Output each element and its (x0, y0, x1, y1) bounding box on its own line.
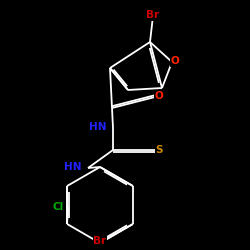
Text: Br: Br (146, 10, 160, 20)
Text: S: S (156, 145, 163, 155)
Text: HN: HN (64, 162, 82, 172)
Text: O: O (170, 56, 179, 66)
Text: HN: HN (89, 122, 107, 132)
Text: Br: Br (94, 236, 106, 246)
Text: Cl: Cl (52, 202, 64, 212)
Text: O: O (154, 91, 163, 101)
